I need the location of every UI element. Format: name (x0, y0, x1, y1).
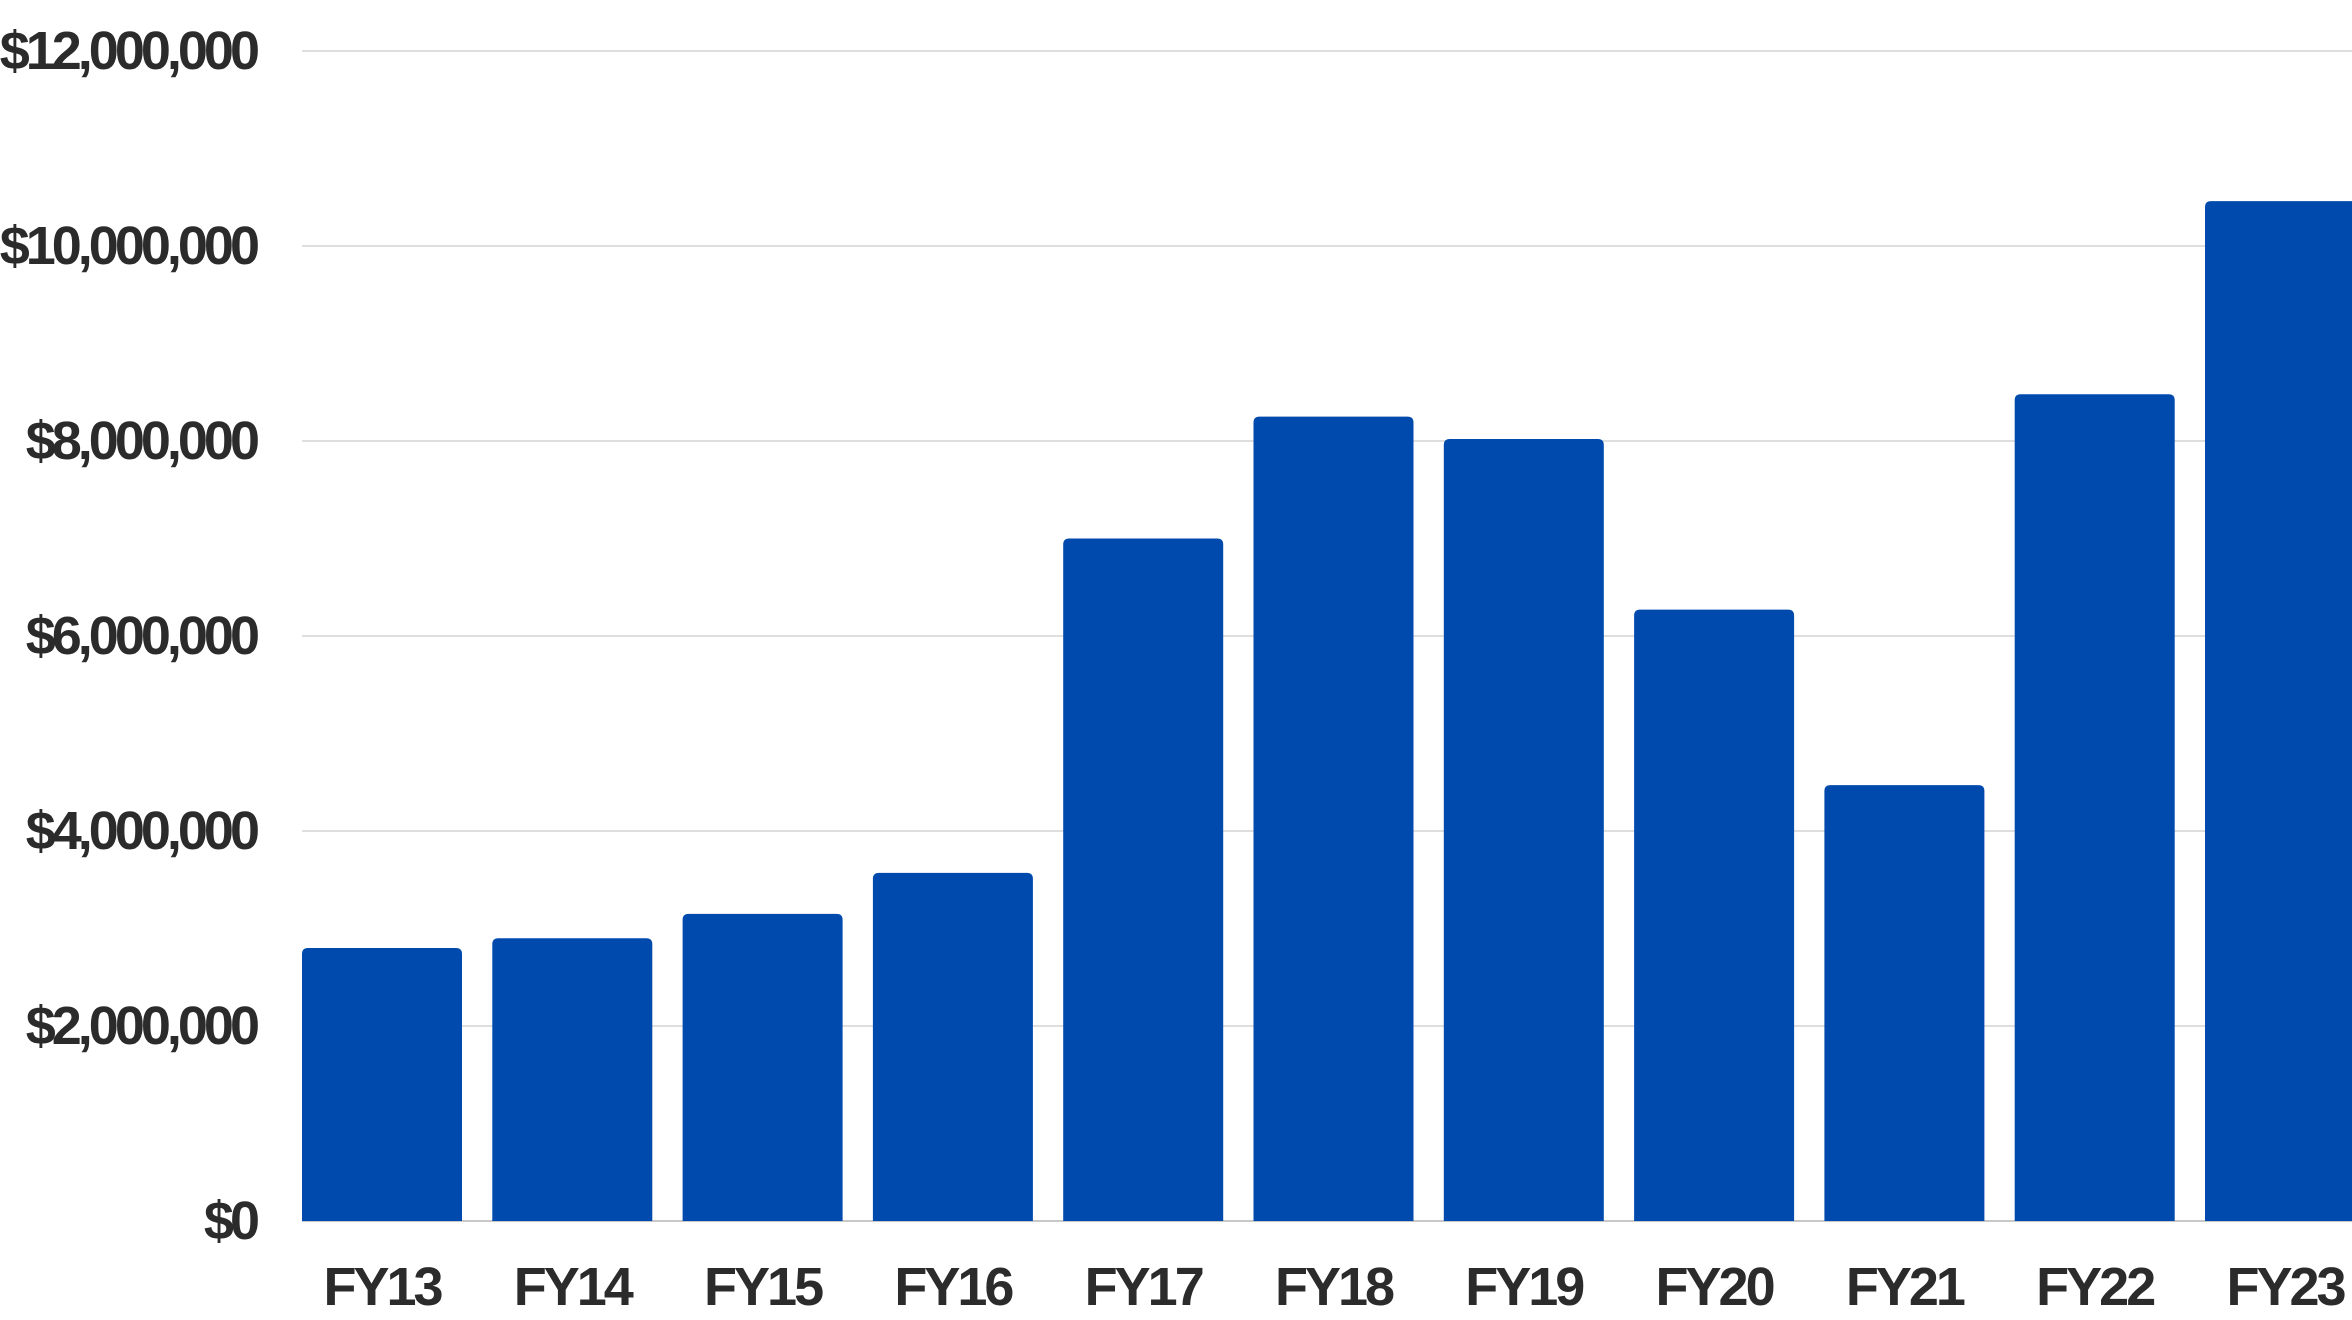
y-tick-label: $8,000,000 (26, 411, 258, 471)
bar-fy19 (1443, 439, 1604, 1221)
bar-fy23 (2205, 201, 2352, 1221)
x-tick-label: FY18 (1275, 1257, 1394, 1315)
x-tick-label: FY23 (2226, 1257, 2345, 1315)
x-tick-label: FY14 (514, 1257, 634, 1315)
bar-fy15 (682, 913, 843, 1221)
bar-fy13 (302, 948, 462, 1221)
y-tick-label: $4,000,000 (26, 801, 258, 861)
y-tick-label: $2,000,000 (26, 996, 258, 1056)
x-tick-label: FY21 (1846, 1257, 1965, 1315)
x-tick-label: FY16 (894, 1257, 1013, 1315)
x-tick-label: FY19 (1465, 1257, 1584, 1315)
x-tick-label: FY17 (1085, 1257, 1203, 1315)
bar-fy20 (1634, 609, 1795, 1221)
y-tick-label: $12,000,000 (0, 21, 258, 81)
x-tick-label: FY15 (704, 1257, 823, 1315)
x-tick-label: FY22 (2036, 1257, 2154, 1315)
y-tick-label: $0 (204, 1191, 258, 1251)
y-axis-ticks: $0 $2,000,000 $4,000,000 $6,000,000 $8,000,0… (0, 21, 262, 1251)
bar-fy14 (492, 938, 653, 1221)
y-tick-label: $10,000,000 (0, 216, 258, 276)
x-axis-ticks: FY13 FY14 FY15 FY16 FY17 FY18 FY19 FY20 FY21 FY22… (323, 1257, 2348, 1317)
bar-fy21 (1824, 785, 1985, 1221)
bars (302, 201, 2352, 1221)
bar-fy16 (872, 872, 1033, 1221)
bar-fy18 (1253, 416, 1414, 1221)
x-tick-label: FY20 (1656, 1257, 1774, 1315)
y-tick-label: $6,000,000 (26, 606, 258, 666)
bar-fy22 (2014, 394, 2175, 1221)
x-tick-label: FY13 (323, 1257, 442, 1315)
bar-fy17 (1063, 538, 1224, 1221)
